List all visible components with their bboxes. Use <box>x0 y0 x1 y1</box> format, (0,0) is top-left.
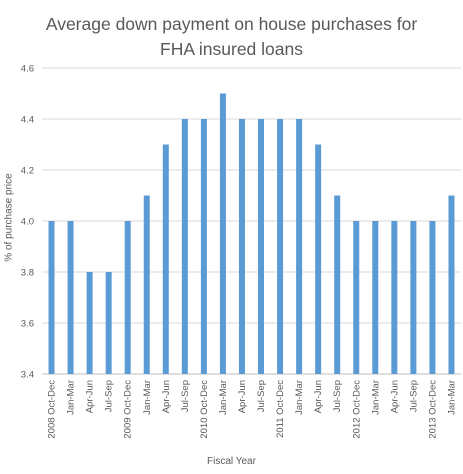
x-tick-label: 2008 Oct-Dec <box>47 380 58 439</box>
bar <box>258 119 265 374</box>
y-tick-label: 4.2 <box>21 166 34 177</box>
bar <box>238 119 245 374</box>
bar <box>429 221 436 374</box>
x-tick-label: 2013 Oct-Dec <box>427 380 438 439</box>
x-tick-label: Jan-Mar <box>370 380 381 415</box>
x-axis-label: Fiscal Year <box>207 456 256 467</box>
bar <box>296 119 303 374</box>
x-tick-label: Jul-Sep <box>256 380 267 412</box>
x-tick-label: Jan-Mar <box>218 380 229 415</box>
x-tick-label: Jul-Sep <box>180 380 191 412</box>
x-tick-label: 2011 Oct-Dec <box>275 380 286 438</box>
x-tick-label: Jul-Sep <box>408 380 419 412</box>
x-tick-label: 2009 Oct-Dec <box>123 380 134 439</box>
bar <box>391 221 398 374</box>
bar <box>200 119 207 374</box>
bar <box>372 221 379 374</box>
y-tick-label: 3.4 <box>21 370 34 381</box>
bar <box>67 221 74 374</box>
bar <box>105 272 112 374</box>
x-tick-label: Jul-Sep <box>332 380 343 412</box>
bar <box>143 195 150 374</box>
bar <box>277 119 284 374</box>
bar <box>124 221 131 374</box>
bar <box>86 272 93 374</box>
x-tick-label: Apr-Jun <box>389 380 400 413</box>
bar <box>315 144 322 374</box>
x-tick-label: Apr-Jun <box>85 380 96 413</box>
y-tick-label: 4.6 <box>21 64 34 75</box>
x-tick-label: 2012 Oct-Dec <box>351 380 362 439</box>
bar <box>410 221 417 374</box>
x-tick-label: Jul-Sep <box>104 380 115 412</box>
y-tick-label: 3.6 <box>21 319 34 330</box>
x-tick-label: Jan-Mar <box>142 380 153 415</box>
x-tick-label: Jan-Mar <box>66 380 77 415</box>
bar <box>353 221 360 374</box>
chart-title-line-2: FHA insured loans <box>160 39 303 59</box>
y-tick-label: 3.8 <box>21 268 34 279</box>
bar <box>181 119 188 374</box>
x-tick-label: Apr-Jun <box>313 380 324 413</box>
chart-title: Average down payment on house purchases … <box>0 12 463 62</box>
bar <box>162 144 169 374</box>
bar <box>48 221 55 374</box>
y-tick-label: 4.0 <box>21 217 34 228</box>
chart-title-line-1: Average down payment on house purchases … <box>45 14 418 34</box>
x-tick-label: Jan-Mar <box>446 380 457 415</box>
x-tick-label: Apr-Jun <box>237 380 248 413</box>
x-tick-label: Jan-Mar <box>294 380 305 415</box>
x-tick-label: Apr-Jun <box>161 380 172 413</box>
bar <box>219 93 226 374</box>
bar <box>334 195 341 374</box>
bar <box>448 195 455 374</box>
y-tick-label: 4.4 <box>21 115 34 126</box>
x-tick-label: 2010 Oct-Dec <box>199 380 210 439</box>
